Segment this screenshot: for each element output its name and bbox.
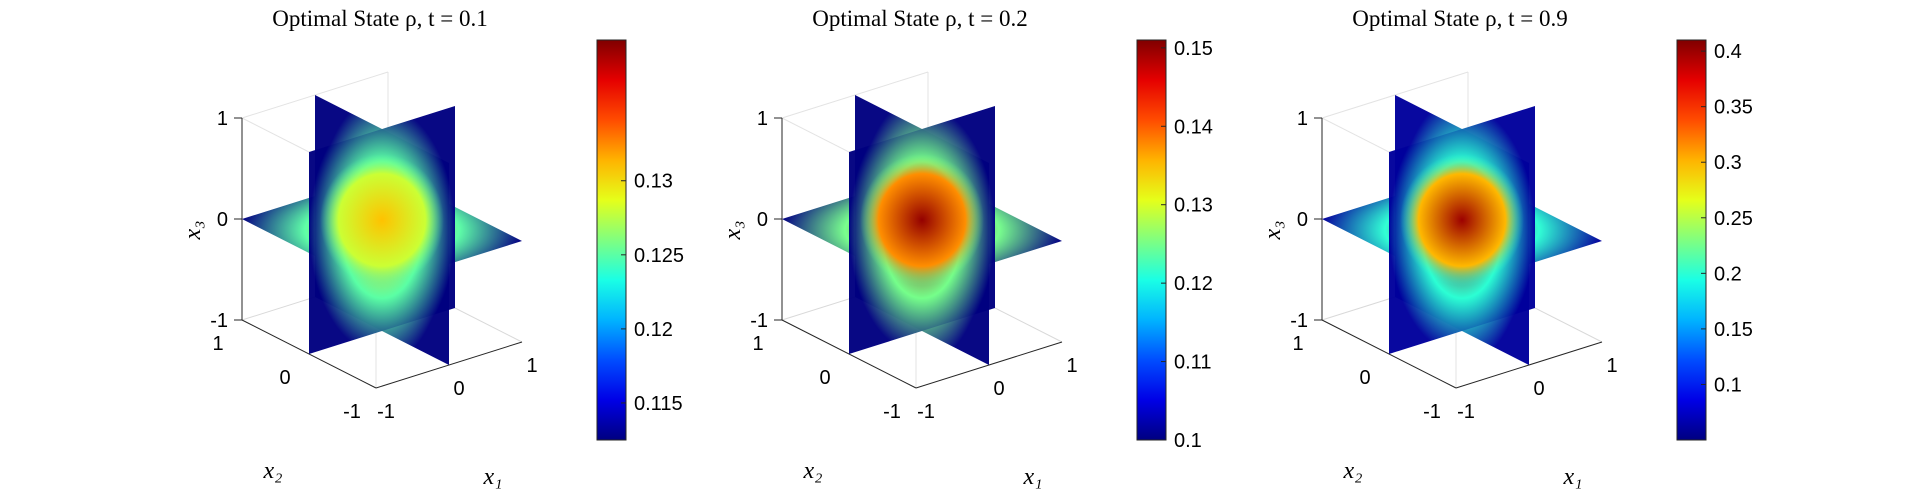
z-tick-label: -1 bbox=[210, 310, 228, 332]
colorbar-tick-label: 0.1 bbox=[1714, 374, 1742, 396]
colorbar-tick-label: 0.13 bbox=[634, 171, 673, 193]
y-tick-label: 1 bbox=[212, 333, 223, 355]
density-core bbox=[1400, 154, 1524, 286]
colorbar-tick-label: 0.2 bbox=[1714, 263, 1742, 285]
colorbar-tick-label: 0.25 bbox=[1714, 208, 1753, 230]
zlabel: x₃ bbox=[180, 221, 206, 241]
colorbar-tick-label: 0.3 bbox=[1714, 152, 1742, 174]
z-tick-label: 1 bbox=[757, 108, 768, 130]
y-tick-label: -1 bbox=[883, 401, 901, 423]
panel-3: Optimal State ρ, t = 0.9-101-101-101x₃x₂… bbox=[1260, 6, 1753, 490]
zlabel: x₃ bbox=[720, 221, 746, 241]
panel-2: Optimal State ρ, t = 0.2-101-101-101x₃x₂… bbox=[720, 6, 1213, 490]
colorbar-tick-label: 0.15 bbox=[1174, 38, 1213, 60]
colorbar-tick-label: 0.4 bbox=[1714, 41, 1742, 63]
colorbar-tick-label: 0.12 bbox=[1174, 273, 1213, 295]
panel-title: Optimal State ρ, t = 0.1 bbox=[272, 6, 487, 31]
x-tick-label: 1 bbox=[526, 355, 537, 377]
colorbar bbox=[1136, 39, 1167, 441]
zlabel: x₃ bbox=[1260, 221, 1286, 241]
xlabel: x₁ bbox=[1563, 464, 1583, 490]
colorbar-tick-label: 0.12 bbox=[634, 319, 673, 341]
panel-title: Optimal State ρ, t = 0.9 bbox=[1352, 6, 1567, 31]
z-tick-label: 0 bbox=[1297, 209, 1308, 231]
colorbar bbox=[596, 39, 627, 441]
x-tick-label: 1 bbox=[1066, 355, 1077, 377]
xlabel: x₁ bbox=[1023, 464, 1043, 490]
colorbar-tick-label: 0.15 bbox=[1714, 319, 1753, 341]
colorbar bbox=[1676, 39, 1707, 441]
x-tick-label: 0 bbox=[1533, 378, 1544, 400]
z-tick-label: 0 bbox=[757, 209, 768, 231]
x-tick-label: -1 bbox=[1457, 401, 1475, 423]
z-tick-label: 1 bbox=[217, 108, 228, 130]
ylabel: x₂ bbox=[263, 458, 283, 484]
colorbar-tick-label: 0.14 bbox=[1174, 116, 1213, 138]
y-tick-label: 0 bbox=[1359, 367, 1370, 389]
y-tick-label: 0 bbox=[279, 367, 290, 389]
panel-1: Optimal State ρ, t = 0.1-101-101-101x₃x₂… bbox=[180, 6, 684, 490]
density-core bbox=[320, 154, 444, 286]
ylabel: x₂ bbox=[1343, 458, 1363, 484]
colorbar-tick-label: 0.11 bbox=[1174, 352, 1211, 374]
x-tick-label: -1 bbox=[377, 401, 395, 423]
ylabel: x₂ bbox=[803, 458, 823, 484]
colorbar-tick-label: 0.1 bbox=[1174, 430, 1202, 452]
x-tick-label: 1 bbox=[1606, 355, 1617, 377]
colorbar-tick-label: 0.125 bbox=[634, 245, 684, 267]
colorbar-tick-label: 0.35 bbox=[1714, 97, 1753, 119]
x-tick-label: 0 bbox=[993, 378, 1004, 400]
x-tick-label: -1 bbox=[917, 401, 935, 423]
y-tick-label: -1 bbox=[343, 401, 361, 423]
xlabel: x₁ bbox=[483, 464, 503, 490]
colorbar-tick-label: 0.115 bbox=[634, 393, 683, 415]
z-tick-label: -1 bbox=[1290, 310, 1308, 332]
y-tick-label: 1 bbox=[752, 333, 763, 355]
y-tick-label: -1 bbox=[1423, 401, 1441, 423]
y-tick-label: 0 bbox=[819, 367, 830, 389]
z-tick-label: -1 bbox=[750, 310, 768, 332]
z-tick-label: 1 bbox=[1297, 108, 1308, 130]
density-core bbox=[860, 154, 984, 286]
colorbar-tick-label: 0.13 bbox=[1174, 195, 1213, 217]
y-tick-label: 1 bbox=[1292, 333, 1303, 355]
z-tick-label: 0 bbox=[217, 209, 228, 231]
panel-title: Optimal State ρ, t = 0.2 bbox=[812, 6, 1027, 31]
x-tick-label: 0 bbox=[453, 378, 464, 400]
